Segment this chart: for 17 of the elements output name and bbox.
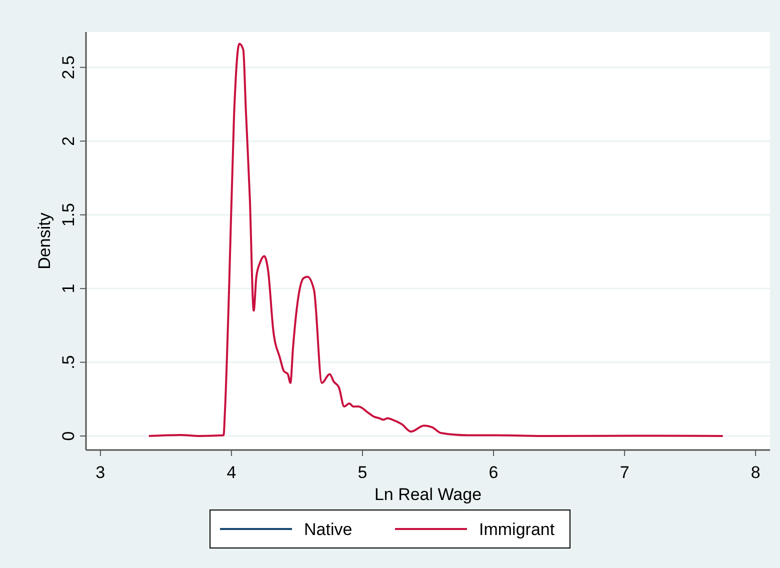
y-tick-label: 1.5 [59, 203, 78, 227]
x-tick-label: 7 [620, 463, 630, 482]
x-tick-label: 3 [96, 463, 106, 482]
x-axis-title: Ln Real Wage [374, 485, 482, 504]
legend-label: Immigrant [479, 520, 555, 539]
y-tick-label: 0 [59, 431, 78, 441]
x-tick-label: 4 [226, 463, 236, 482]
x-tick-label: 8 [750, 463, 760, 482]
y-axis-title: Density [35, 212, 54, 270]
y-tick-label: 2.5 [59, 56, 78, 80]
y-tick-label: .5 [59, 355, 78, 370]
x-tick-label: 6 [488, 463, 498, 482]
x-tick-label: 5 [358, 463, 368, 482]
y-tick-label: 2 [59, 136, 78, 146]
line-series [148, 42, 724, 437]
legend-label: Native [304, 520, 352, 539]
y-tick-label: 1 [59, 284, 78, 294]
